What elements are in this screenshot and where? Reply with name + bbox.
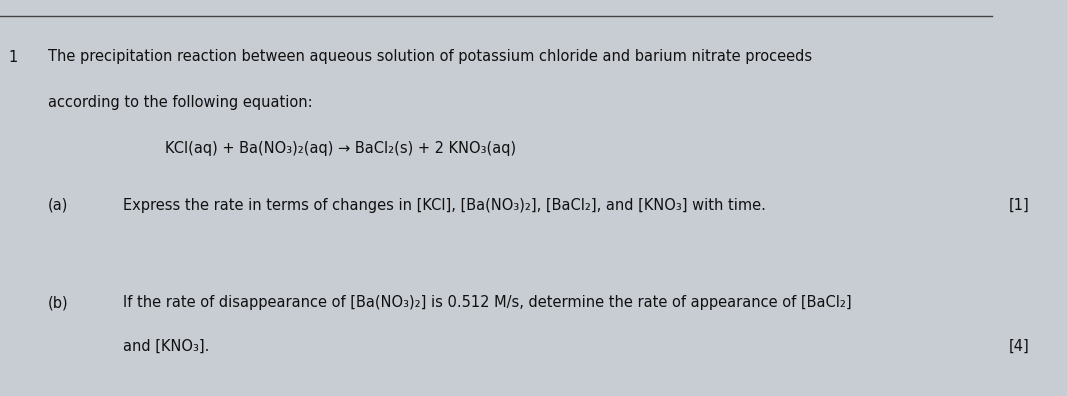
Text: and [KNO₃].: and [KNO₃]. [123, 339, 209, 354]
Text: If the rate of disappearance of [Ba(NO₃)₂] is 0.512 M/s, determine the rate of a: If the rate of disappearance of [Ba(NO₃)… [123, 295, 851, 310]
Text: (b): (b) [48, 295, 68, 310]
Text: (a): (a) [48, 198, 68, 213]
Text: 1: 1 [9, 50, 18, 65]
Text: KCl(aq) + Ba(NO₃)₂(aq) → BaCl₂(s) + 2 KNO₃(aq): KCl(aq) + Ba(NO₃)₂(aq) → BaCl₂(s) + 2 KN… [165, 141, 516, 156]
Text: according to the following equation:: according to the following equation: [48, 95, 313, 110]
Text: [4]: [4] [1009, 339, 1030, 354]
Text: Express the rate in terms of changes in [KCl], [Ba(NO₃)₂], [BaCl₂], and [KNO₃] w: Express the rate in terms of changes in … [123, 198, 766, 213]
Text: The precipitation reaction between aqueous solution of potassium chloride and ba: The precipitation reaction between aqueo… [48, 50, 812, 65]
Text: [1]: [1] [1009, 198, 1030, 213]
